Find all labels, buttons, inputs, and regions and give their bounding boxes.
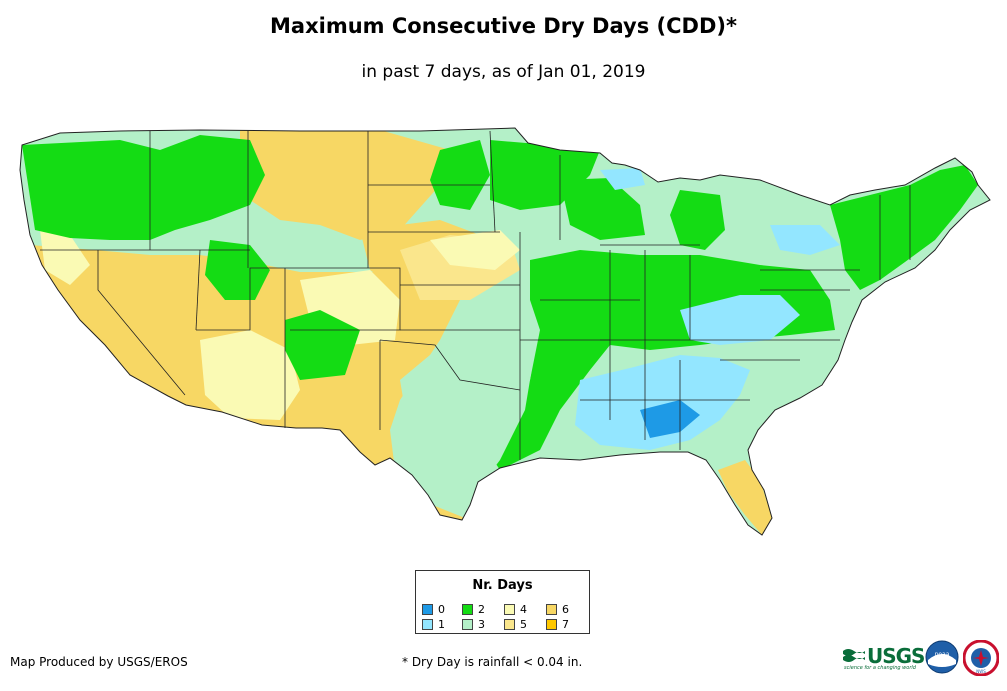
usgs-logo: USGS <box>843 644 925 668</box>
usgs-logo-text: USGS <box>867 644 925 668</box>
zone-2-new-england <box>830 165 978 290</box>
legend-item: 1 <box>422 618 445 631</box>
legend-swatch <box>546 604 557 615</box>
zone-4-nebraska <box>430 230 520 270</box>
map-title: Maximum Consecutive Dry Days (CDD)* <box>270 14 737 38</box>
zone-1-great-lakes <box>770 225 840 255</box>
legend-label: 3 <box>478 618 485 631</box>
legend: Nr. Days 0 1 2 3 4 5 6 7 <box>415 570 590 634</box>
noaa-logo: noaa <box>925 640 959 674</box>
usgs-tagline: science for a changing world <box>844 665 916 671</box>
legend-label: 7 <box>562 618 569 631</box>
legend-swatch <box>422 619 433 630</box>
legend-item: 5 <box>504 618 527 631</box>
legend-item: 4 <box>504 603 527 616</box>
zone-2-northwest <box>22 135 265 240</box>
zone-1-appalachia <box>680 295 800 345</box>
zone-1-southeast <box>575 355 750 450</box>
legend-swatch <box>462 619 473 630</box>
zone-1-upper-michigan <box>600 168 645 190</box>
zone-2-wisconsin <box>560 178 645 240</box>
state-borders <box>19 127 991 536</box>
legend-label: 0 <box>438 603 445 616</box>
legend-title: Nr. Days <box>472 578 533 593</box>
legend-label: 2 <box>478 603 485 616</box>
zone-0-alabama <box>640 400 700 438</box>
legend-label: 4 <box>520 603 527 616</box>
legend-label: 5 <box>520 618 527 631</box>
dry-day-footnote: * Dry Day is rainfall < 0.04 in. <box>402 655 583 669</box>
legend-label: 6 <box>562 603 569 616</box>
zone-2-north-dakota <box>430 140 490 210</box>
zone-4-california-coast <box>40 230 90 285</box>
nws-logo-text: NWS <box>976 669 986 674</box>
legend-label: 1 <box>438 618 445 631</box>
legend-swatch <box>504 604 515 615</box>
us-dry-days-map <box>19 127 991 536</box>
legend-item: 2 <box>462 603 485 616</box>
usgs-wave-icon <box>843 649 865 662</box>
legend-swatch <box>462 604 473 615</box>
zone-3-southern-plains <box>400 310 535 500</box>
legend-item: 3 <box>462 618 485 631</box>
legend-item: 6 <box>546 603 569 616</box>
zone-2-rockies <box>205 240 270 300</box>
map-credit: Map Produced by USGS/EROS <box>10 655 188 669</box>
zone-2-michigan <box>670 190 725 250</box>
map-subtitle: in past 7 days, as of Jan 01, 2019 <box>361 62 646 82</box>
legend-grid: 0 1 2 3 4 5 6 7 <box>422 603 587 633</box>
noaa-logo-text: noaa <box>935 651 950 658</box>
nws-logo: NWS <box>963 640 999 676</box>
zone-2-colorado <box>285 310 360 380</box>
legend-swatch <box>546 619 557 630</box>
zone-4-southwest <box>200 330 300 420</box>
legend-swatch <box>422 604 433 615</box>
legend-swatch <box>504 619 515 630</box>
zone-6-northern-plains <box>240 130 470 240</box>
zone-6-florida <box>718 460 772 535</box>
legend-item: 0 <box>422 603 445 616</box>
legend-item: 7 <box>546 618 569 631</box>
